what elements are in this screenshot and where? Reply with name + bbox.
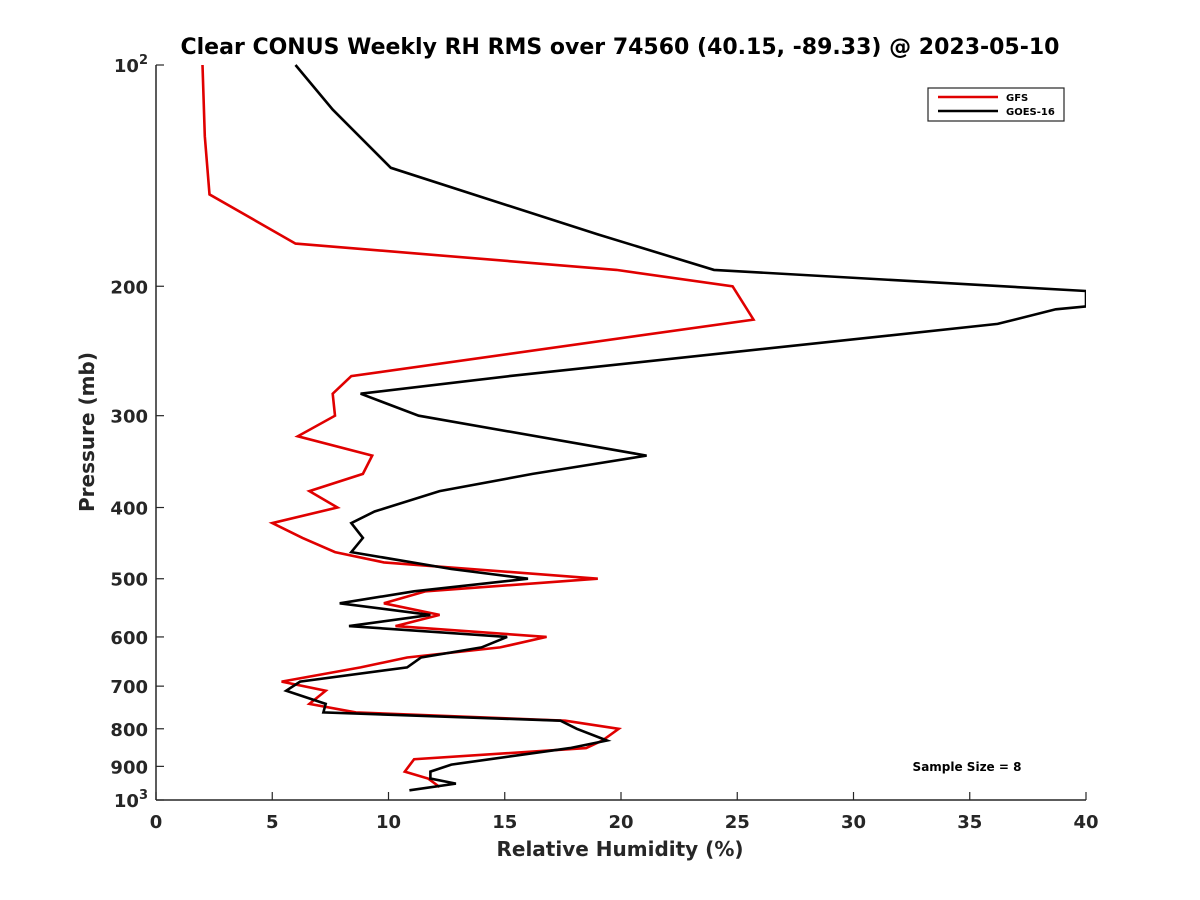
plot-area	[155, 65, 1086, 801]
y-tick-label: 800	[110, 720, 148, 741]
x-tick-label: 30	[841, 812, 866, 833]
x-axis-label: Relative Humidity (%)	[496, 837, 743, 861]
x-tick-label: 40	[1073, 812, 1098, 833]
series-line-goes-16	[283, 64, 1086, 792]
y-tick-label: 700	[110, 677, 148, 698]
x-tick-label: 35	[957, 812, 982, 833]
series-layer	[201, 64, 1086, 792]
y-tick-label: 102	[114, 53, 148, 77]
legend-box	[927, 87, 1065, 122]
legend-label: GFS	[1006, 93, 1028, 104]
chart-title: Clear CONUS Weekly RH RMS over 74560 (40…	[181, 35, 1060, 60]
y-axis: 102 200 300 400 500 600 700 800 900 103	[110, 53, 164, 812]
x-tick-label: 0	[150, 812, 163, 833]
y-tick-label: 300	[110, 407, 148, 428]
y-tick-label: 400	[110, 499, 148, 520]
legend-label: GOES-16	[1006, 107, 1055, 118]
x-axis: 0 5 10 15 20 25 30 35 40	[150, 792, 1099, 833]
y-tick-label: 600	[110, 628, 148, 649]
legend: GFS GOES-16	[927, 87, 1065, 122]
y-tick-label: 200	[110, 277, 148, 298]
x-tick-label: 20	[608, 812, 633, 833]
y-tick-label: 103	[114, 788, 148, 812]
series-line-gfs	[201, 64, 756, 789]
sample-size-annotation: Sample Size = 8	[913, 760, 1022, 774]
y-tick-label: 900	[110, 757, 148, 778]
x-tick-label: 5	[266, 812, 279, 833]
y-axis-label: Pressure (mb)	[75, 352, 99, 512]
x-tick-label: 25	[725, 812, 750, 833]
x-tick-label: 10	[376, 812, 401, 833]
y-tick-label: 500	[110, 570, 148, 591]
x-tick-label: 15	[492, 812, 517, 833]
